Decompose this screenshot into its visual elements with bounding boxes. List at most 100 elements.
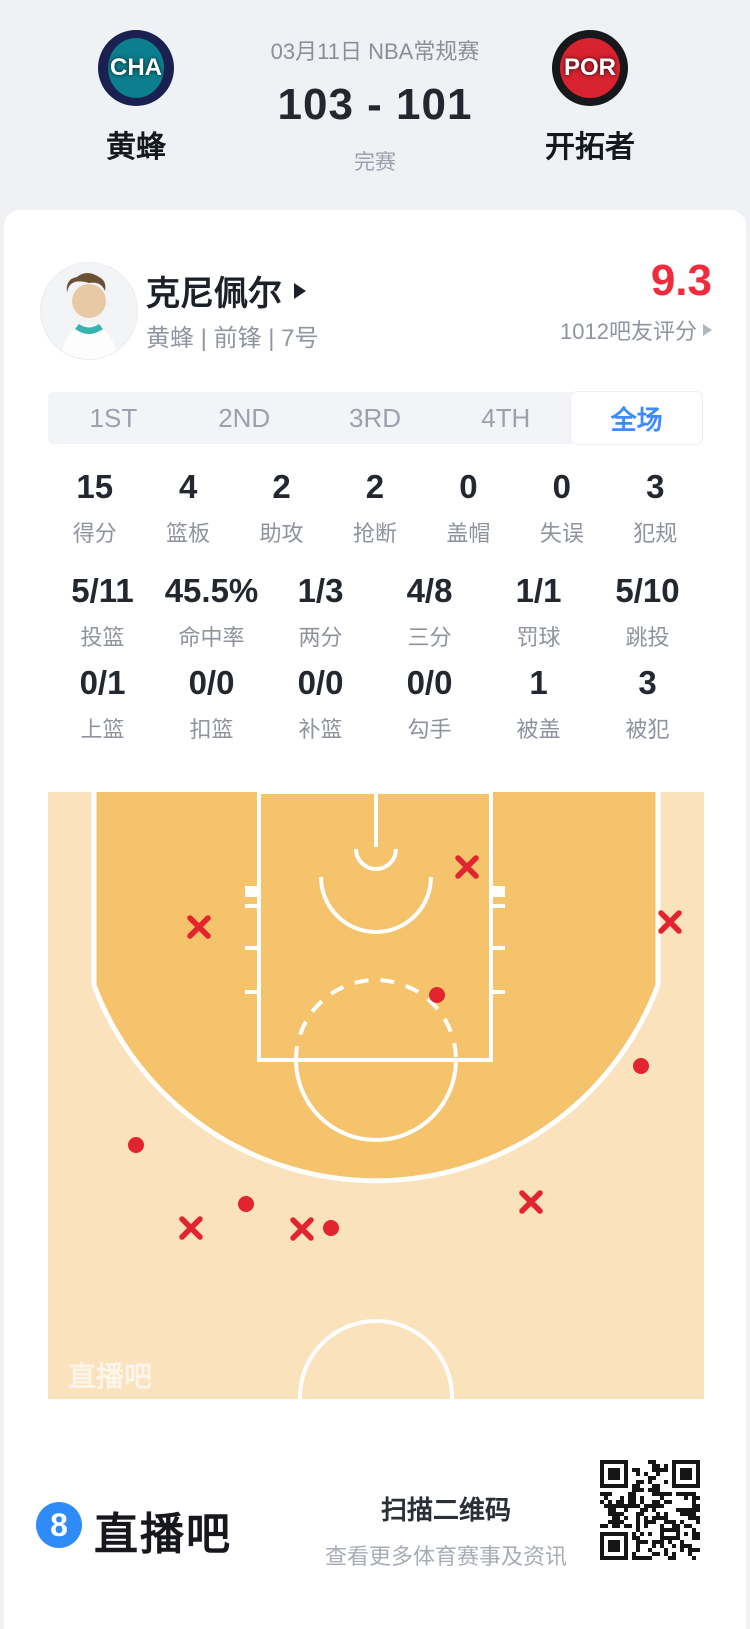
team-home-logo-icon: CHA [98,30,174,106]
stat-label: 失误 [539,521,584,546]
stat-value: 0 [459,468,478,505]
zhibo8-logo-icon[interactable]: 8 [36,1502,82,1548]
player-avatar-image [41,263,137,359]
stat-row-2: 5/11 投篮 45.5% 命中率 1/3 两分 4/8 三分 1/1 罚球 5/10 跳投 [48,572,702,652]
stat-item: 0/0 勾手 [375,664,484,744]
tab-1st[interactable]: 1ST [89,402,138,433]
stat-item: 1/1 罚球 [484,572,593,652]
stat-label: 盖帽 [446,521,491,546]
stat-value: 1/3 [297,572,344,609]
missed-shot-marker [290,1217,314,1241]
stat-value: 5/11 [71,572,134,609]
team-away-name: 开拓者 [545,131,635,164]
stat-value: 4/8 [406,572,453,609]
stat-label: 上篮 [80,717,125,742]
stat-value: 2 [365,468,385,505]
stat-item: 4 篮板 [141,468,234,548]
made-shot-marker [238,1196,254,1212]
center-circle [298,1319,454,1399]
qr-code [600,1460,700,1560]
three-point-line [91,792,661,1184]
stat-value: 0/0 [406,664,453,701]
player-meta: 黄蜂 | 前锋 | 7号 [146,325,319,352]
player-name-link[interactable]: 克尼佩尔 [146,266,306,315]
match-date: 03月11日 NBA常规赛 [270,39,480,64]
stat-item: 2 助攻 [235,468,328,548]
stat-label: 助攻 [259,521,304,546]
missed-shot-marker [519,1190,543,1214]
quarter-tabs: 1ST 2ND 3RD 4TH 全场 [48,392,702,444]
stat-value: 0/1 [79,664,126,701]
rim-arc [354,848,398,871]
stat-item: 5/10 跳投 [593,572,702,652]
stat-item: 0 失误 [515,468,608,548]
stat-value: 3 [638,664,657,701]
caret-right-icon [294,282,306,299]
stat-item: 15 得分 [48,468,141,548]
match-summary: 03月11日 NBA常规赛 103 - 101 完赛 [215,0,535,176]
team-home-name: 黄蜂 [106,131,166,164]
stat-label: 补篮 [298,717,343,742]
stat-label: 犯规 [633,521,678,546]
shot-markers [128,855,682,1241]
stat-value: 0/0 [297,664,344,701]
stat-item: 0/0 补篮 [266,664,375,744]
stat-label: 被盖 [516,717,561,742]
stat-item: 4/8 三分 [375,572,484,652]
shot-chart: 直播吧 [48,792,704,1399]
stat-item: 45.5% 命中率 [157,572,266,652]
stat-label: 勾手 [407,717,452,742]
free-throw-circle-solid [294,1059,458,1142]
missed-shot-marker [187,915,211,939]
team-home-abbr: CHA [110,54,162,81]
missed-shot-marker [658,910,682,934]
team-away: POR 开拓者 [532,30,648,166]
made-shot-marker [323,1220,339,1236]
stat-item: 0 盖帽 [422,468,515,548]
key-lane [257,792,493,1062]
tab-3rd[interactable]: 3RD [348,402,401,433]
missed-shot-marker [455,855,479,879]
lane-hash-marks [245,886,505,994]
stat-row-3: 0/1 上篮 0/0 扣篮 0/0 补篮 0/0 勾手 1 被盖 3 被犯 [48,664,702,744]
caret-right-gray-icon [703,324,712,336]
tab-full-game[interactable]: 全场 [571,392,702,444]
stat-value: 1/1 [515,572,562,609]
rating-votes-link[interactable]: 1012吧友评分 [560,314,712,346]
player-name: 克尼佩尔 [146,275,282,313]
stat-value: 5/10 [615,572,680,609]
scan-subtitle: 查看更多体育赛事及资讯 [324,1544,567,1569]
stat-item: 2 抢断 [328,468,421,548]
stat-label: 扣篮 [189,717,234,742]
stat-value: 2 [272,468,291,505]
match-score: 103 - 101 [277,80,473,129]
stat-value: 3 [646,468,665,505]
team-away-abbr: POR [563,54,616,81]
tab-2nd[interactable]: 2ND [218,402,271,433]
stat-item: 1 被盖 [484,664,593,744]
made-shot-marker [128,1137,144,1153]
team-home: CHA 黄蜂 [78,30,194,166]
brand-name: 直播吧 [94,1510,232,1559]
made-shot-marker [633,1058,649,1074]
stat-label: 命中率 [178,625,245,650]
tab-4th[interactable]: 4TH [481,402,531,433]
stat-label: 篮板 [166,521,211,546]
stat-label: 被犯 [625,717,670,742]
stat-item: 0/1 上篮 [48,664,157,744]
rating-value: 9.3 [650,256,712,305]
stat-row-1: 15 得分 4 篮板 2 助攻 2 抢断 0 盖帽 0 失误 3 犯规 [48,468,702,548]
match-status: 完赛 [354,151,396,174]
stat-label: 两分 [298,625,343,650]
player-avatar[interactable] [40,262,138,360]
missed-shot-marker [179,1216,203,1240]
stat-item: 3 被犯 [593,664,702,744]
scan-block: 扫描二维码 查看更多体育赛事及资讯 [316,1490,576,1571]
stat-label: 跳投 [625,625,670,650]
free-throw-circle-dashed [294,978,458,1061]
made-shot-marker [429,987,445,1003]
stat-item: 0/0 扣篮 [157,664,266,744]
rating-votes-label: 1012吧友评分 [560,319,697,344]
stat-item: 3 犯规 [609,468,702,548]
